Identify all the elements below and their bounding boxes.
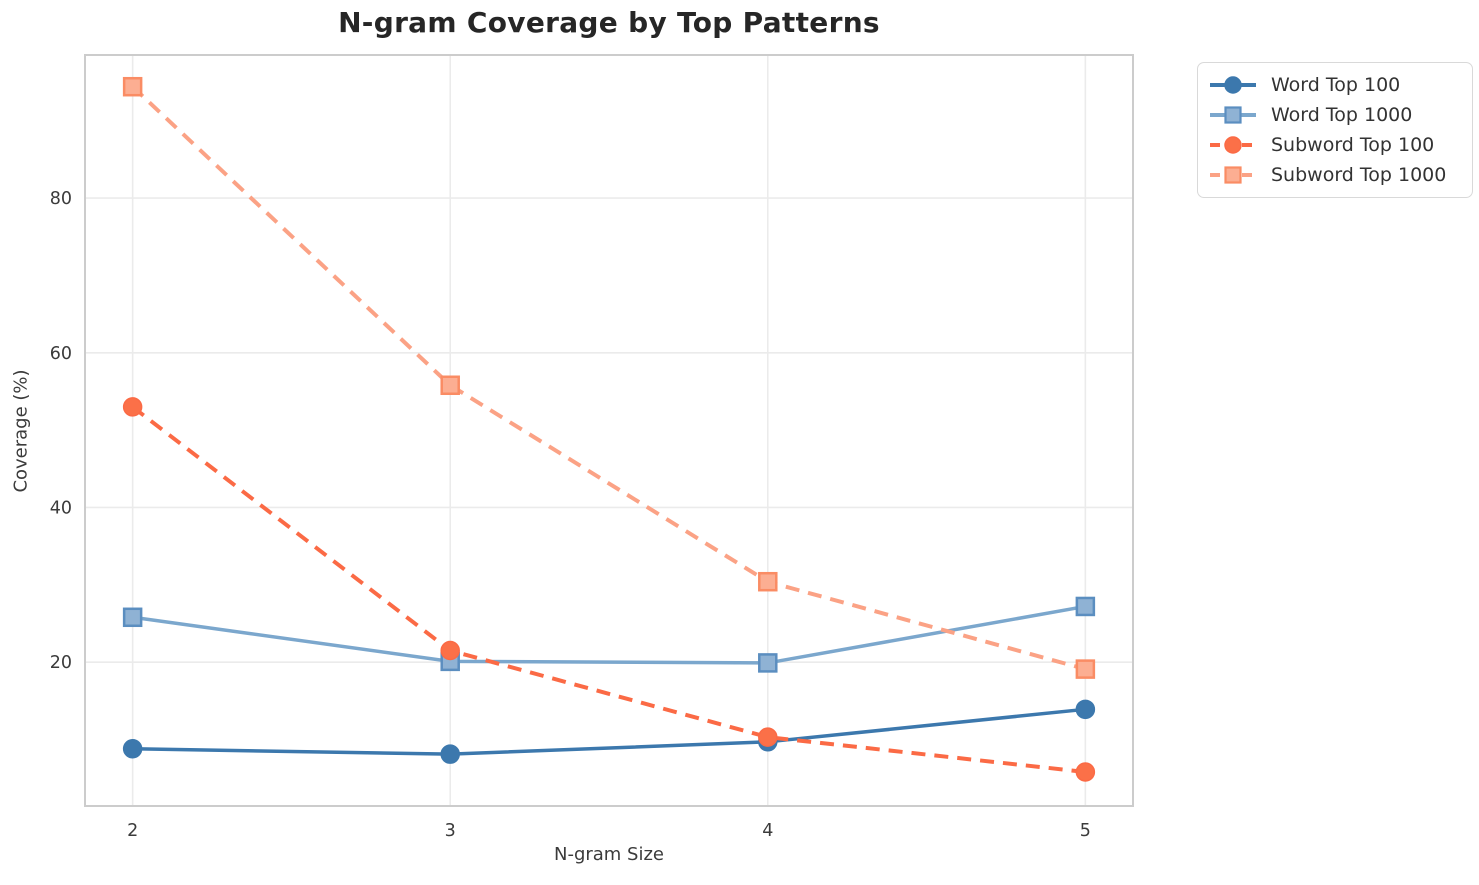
legend-item-word-top-100: Word Top 100 bbox=[1208, 70, 1460, 100]
data-point-word-top-1000 bbox=[758, 653, 778, 673]
data-point-subword-top-1000 bbox=[440, 375, 460, 396]
legend-item-subword-top-1000: Subword Top 1000 bbox=[1208, 160, 1460, 190]
y-tick-label: 60 bbox=[50, 344, 72, 364]
legend-item-subword-top-100: Subword Top 100 bbox=[1208, 130, 1460, 160]
series-line-subword-top-100 bbox=[131, 405, 1086, 774]
legend-marker-subword-top-100 bbox=[1224, 136, 1242, 154]
data-point-subword-top-100 bbox=[440, 640, 460, 661]
legend-label: Word Top 1000 bbox=[1271, 104, 1413, 126]
y-tick-label: 40 bbox=[50, 498, 72, 518]
x-tick-label: 3 bbox=[445, 821, 456, 841]
data-point-subword-top-100 bbox=[758, 727, 778, 747]
series-line-word-top-100 bbox=[132, 707, 1086, 756]
series-line-word-top-1000 bbox=[132, 604, 1086, 665]
x-tick-label: 5 bbox=[1080, 821, 1091, 841]
legend-label: Word Top 100 bbox=[1271, 74, 1401, 96]
legend-label: Subword Top 1000 bbox=[1271, 164, 1447, 186]
series-line-subword-top-1000 bbox=[131, 85, 1086, 672]
legend-marker-word-top-1000 bbox=[1224, 106, 1242, 124]
y-tick-label: 80 bbox=[50, 189, 72, 209]
x-tick-label: 2 bbox=[127, 821, 138, 841]
chart-title: N-gram Coverage by Top Patterns bbox=[338, 6, 880, 39]
data-point-word-top-1000 bbox=[122, 607, 143, 628]
data-point-subword-top-1000 bbox=[758, 571, 778, 592]
x-tick-label: 4 bbox=[762, 821, 773, 841]
legend-marker-word-top-100 bbox=[1224, 76, 1242, 94]
data-point-subword-top-1000 bbox=[1075, 659, 1096, 679]
data-point-subword-top-100 bbox=[122, 397, 143, 417]
data-point-subword-top-100 bbox=[1075, 762, 1096, 782]
legend-marker-icon bbox=[1210, 106, 1256, 124]
data-point-word-top-1000 bbox=[1075, 596, 1096, 617]
legend-marker-icon bbox=[1210, 136, 1256, 154]
legend: Word Top 100 Word Top 1000 Subword Top 100… bbox=[1197, 62, 1473, 198]
data-point-word-top-100 bbox=[440, 744, 460, 764]
y-tick-label: 20 bbox=[50, 653, 72, 673]
legend-marker-icon bbox=[1210, 166, 1256, 184]
legend-item-word-top-1000: Word Top 1000 bbox=[1208, 100, 1460, 130]
x-axis-label: N-gram Size bbox=[553, 844, 665, 865]
legend-marker-icon bbox=[1210, 76, 1256, 94]
legend-label: Subword Top 100 bbox=[1271, 134, 1435, 156]
data-point-word-top-100 bbox=[1075, 699, 1096, 720]
data-point-subword-top-1000 bbox=[122, 76, 143, 97]
y-axis-label: Coverage (%) bbox=[10, 369, 32, 493]
legend-marker-subword-top-1000 bbox=[1224, 166, 1242, 184]
plot-border bbox=[84, 54, 1134, 807]
data-point-word-top-100 bbox=[122, 739, 143, 759]
